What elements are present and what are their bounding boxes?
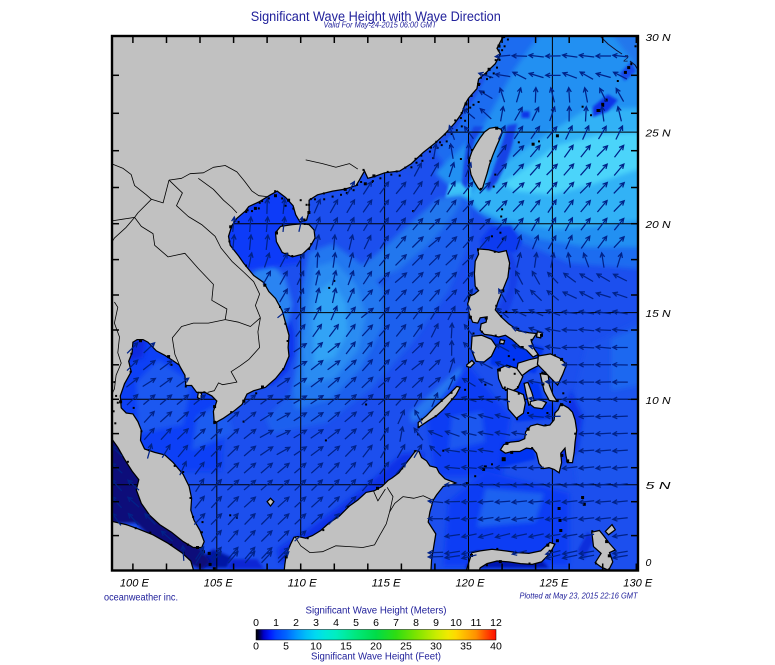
svg-text:2: 2 <box>293 617 299 629</box>
svg-text:1: 1 <box>273 617 279 629</box>
svg-text:Valid For May-24-2015 06:00 GM: Valid For May-24-2015 06:00 GMT <box>324 20 438 30</box>
svg-text:105 E: 105 E <box>204 578 234 590</box>
svg-text:30 N: 30 N <box>646 32 671 44</box>
svg-text:20 N: 20 N <box>644 219 671 231</box>
svg-text:0: 0 <box>253 617 259 629</box>
svg-text:10: 10 <box>450 617 462 629</box>
svg-text:4: 4 <box>333 617 339 629</box>
svg-text:9: 9 <box>433 617 439 629</box>
svg-text:110 E: 110 E <box>288 578 318 590</box>
svg-text:8: 8 <box>413 617 419 629</box>
svg-text:12: 12 <box>490 617 502 629</box>
svg-text:6: 6 <box>373 617 379 629</box>
svg-text:Significant Wave Height with W: Significant Wave Height with Wave Direct… <box>251 9 501 24</box>
svg-text:oceanweather inc.: oceanweather inc. <box>104 593 178 604</box>
svg-text:20: 20 <box>370 641 382 653</box>
svg-text:130 E: 130 E <box>623 578 653 590</box>
svg-text:Significant Wave Height (Feet): Significant Wave Height (Feet) <box>311 652 441 663</box>
svg-text:11: 11 <box>471 617 482 629</box>
svg-text:10 N: 10 N <box>646 395 671 407</box>
svg-text:10: 10 <box>310 641 322 653</box>
svg-text:5: 5 <box>283 641 289 653</box>
svg-text:30: 30 <box>430 641 442 653</box>
svg-text:25: 25 <box>400 641 412 653</box>
svg-text:3: 3 <box>313 617 319 629</box>
svg-text:35: 35 <box>460 641 472 653</box>
svg-text:2: 2 <box>622 54 628 64</box>
svg-text:Significant Wave Height (Meter: Significant Wave Height (Meters) <box>306 606 447 617</box>
svg-text:5: 5 <box>353 617 359 629</box>
svg-text:Plotted at May 23, 2015 22:16: Plotted at May 23, 2015 22:16 GMT <box>520 591 639 600</box>
svg-text:7: 7 <box>393 617 399 629</box>
svg-text:0: 0 <box>253 641 259 653</box>
svg-text:125 E: 125 E <box>539 578 569 590</box>
svg-text:115 E: 115 E <box>372 578 402 590</box>
svg-text:40: 40 <box>490 641 502 653</box>
svg-text:0: 0 <box>646 557 652 569</box>
svg-text:15: 15 <box>340 641 352 653</box>
svg-text:25 N: 25 N <box>644 128 671 140</box>
svg-text:100 E: 100 E <box>120 578 150 590</box>
svg-text:5 N: 5 N <box>646 480 672 492</box>
svg-text:120 E: 120 E <box>456 578 486 590</box>
svg-text:15 N: 15 N <box>646 308 671 320</box>
